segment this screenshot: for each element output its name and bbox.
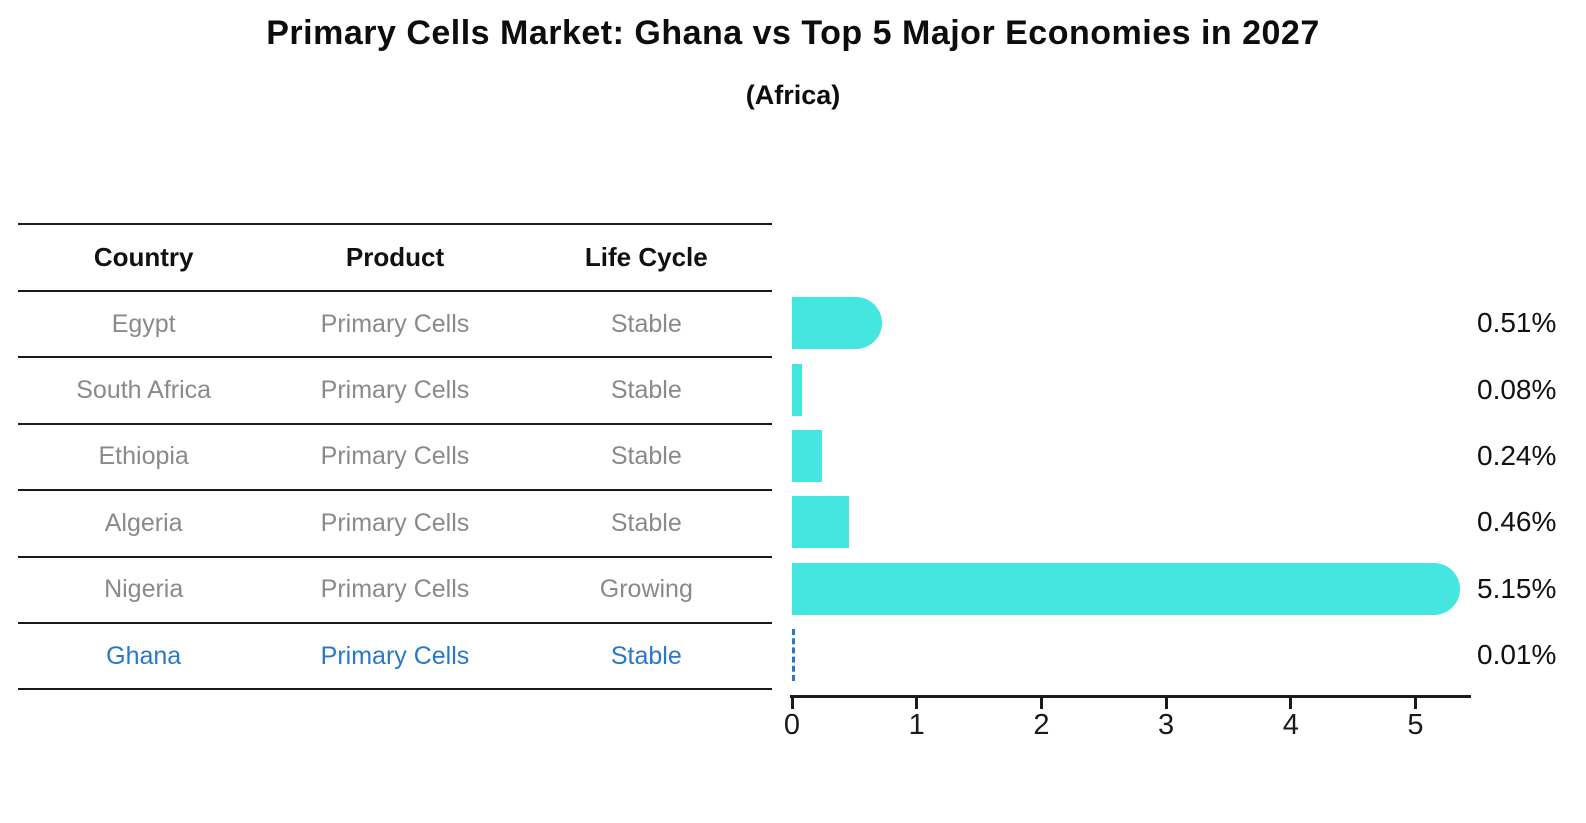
x-tick-label: 2 [1033,709,1050,741]
value-label-algeria: 0.46% [1477,506,1557,538]
page-subtitle: (Africa) [745,80,841,110]
value-label-ghana: 0.01% [1477,639,1557,671]
bar-ghana-dashed [792,629,795,682]
x-tick [915,695,919,709]
x-tick-label: 4 [1282,709,1299,741]
value-label-ethiopia: 0.24% [1477,440,1557,471]
cell-country: Algeria [104,508,183,537]
cell-country: Ghana [106,641,182,670]
x-tick [1414,695,1417,709]
cell-product: Primary Cells [320,442,470,471]
table-row-ethiopia: Ethiopia Primary Cells Stable [18,425,772,492]
cell-lifecycle: Stable [610,641,682,670]
table-row-nigeria: Nigeria Primary Cells Growing [18,558,772,624]
cell-product: Primary Cells [320,376,470,405]
cell-country: Nigeria [104,575,184,604]
cell-lifecycle: Stable [610,508,682,537]
bar-south-africa [792,363,802,416]
bar-nigeria [792,562,1461,615]
table-row-ghana: Ghana Primary Cells Stable [18,624,772,691]
cell-product: Primary Cells [320,575,470,604]
cell-product: Primary Cells [320,641,470,670]
bar-egypt [792,297,882,350]
column-header-country: Country [93,242,194,272]
table-row-algeria: Algeria Primary Cells Stable [18,491,772,558]
x-tick [1164,695,1168,709]
comparison-table: Country Product Life Cycle Egypt Primary … [18,223,772,691]
value-label-egypt: 0.51% [1477,307,1557,339]
bar-algeria [792,496,850,549]
bar-ethiopia [792,430,822,482]
x-tick [790,695,794,709]
table-header-row: Country Product Life Cycle [18,225,772,292]
table-row-egypt: Egypt Primary Cells Stable [18,292,772,359]
x-tick [1039,695,1043,709]
page-title: Primary Cells Market: Ghana vs Top 5 Maj… [266,14,1320,52]
cell-product: Primary Cells [320,508,470,537]
value-label-south-africa: 0.08% [1477,373,1557,405]
x-tick-label: 3 [1158,709,1175,741]
cell-country: Egypt [111,309,176,338]
x-tick [1289,695,1293,709]
cell-lifecycle: Growing [599,575,693,604]
table-row-south-africa: South Africa Primary Cells Stable [18,358,772,425]
cell-lifecycle: Stable [610,309,682,338]
cell-lifecycle: Stable [610,376,682,405]
x-tick-label: 0 [783,709,801,741]
cell-product: Primary Cells [320,309,470,338]
value-label-nigeria: 5.15% [1477,572,1557,604]
cell-lifecycle: Stable [610,442,682,471]
x-tick-label: 5 [1407,709,1424,741]
cell-country: Ethiopia [98,442,189,471]
cell-country: South Africa [76,376,212,405]
x-axis-line [790,695,1471,698]
column-header-lifecycle: Life Cycle [584,242,708,272]
column-header-product: Product [345,242,445,272]
x-tick-label: 1 [908,709,925,741]
